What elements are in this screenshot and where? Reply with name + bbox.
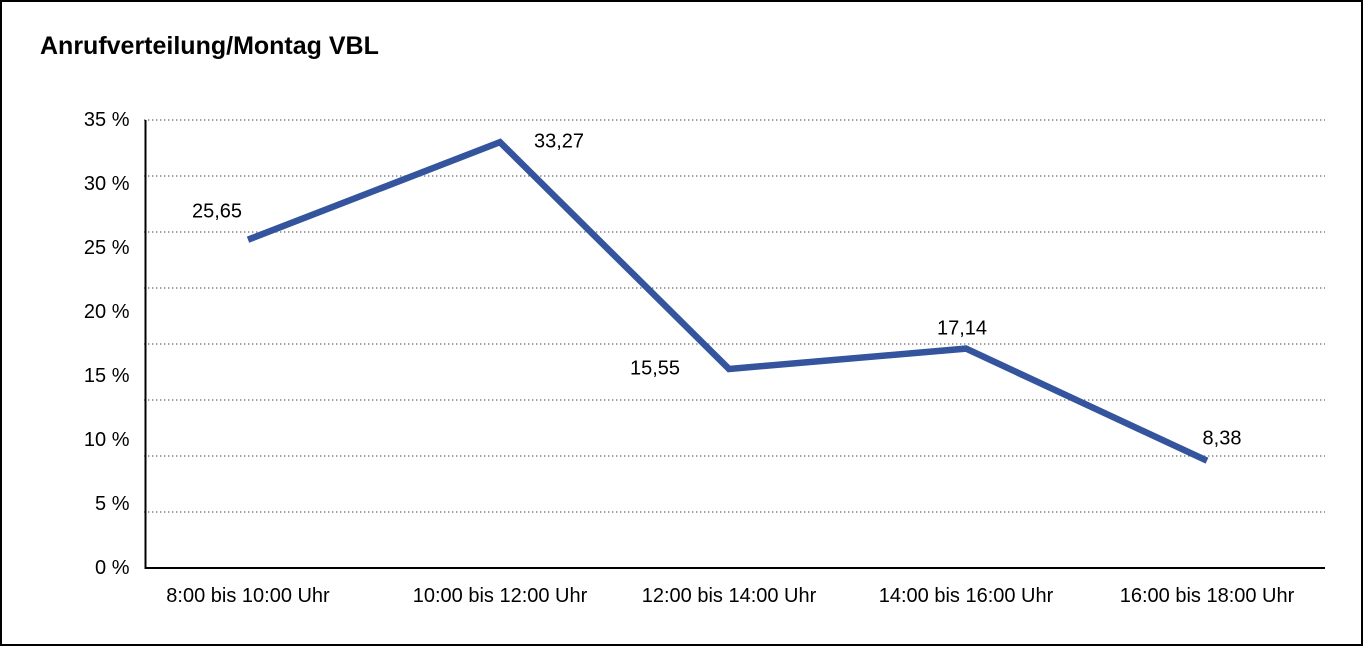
data-point-label: 17,14 [936, 317, 988, 340]
y-axis-tick-label: 20 % [83, 301, 130, 323]
chart-title: Anrufverteilung/Montag VBL [40, 32, 379, 60]
x-axis-category-label: 16:00 bis 18:00 Uhr [1119, 585, 1295, 607]
data-point-label: 8,38 [1202, 427, 1242, 450]
series-line [246, 138, 1209, 464]
y-axis-tick-label: 35 % [83, 109, 130, 131]
x-axis-category-label: 12:00 bis 14:00 Uhr [641, 585, 817, 607]
x-axis-category-label: 8:00 bis 10:00 Uhr [166, 585, 330, 607]
y-axis-tick-label: 0 % [95, 557, 130, 579]
data-point-label: 15,55 [629, 357, 681, 380]
y-axis-tick-label: 15 % [83, 365, 130, 387]
y-axis-tick-label: 25 % [83, 237, 130, 259]
x-axis-category-label: 14:00 bis 16:00 Uhr [878, 585, 1054, 607]
y-axis-tick-label: 5 % [95, 493, 130, 515]
y-axis-tick-label: 10 % [83, 429, 130, 451]
data-point-label: 33,27 [533, 130, 585, 153]
y-axis-tick-label: 30 % [83, 173, 130, 195]
data-point-label: 25,65 [191, 200, 243, 223]
x-axis-category-label: 10:00 bis 12:00 Uhr [412, 585, 588, 607]
